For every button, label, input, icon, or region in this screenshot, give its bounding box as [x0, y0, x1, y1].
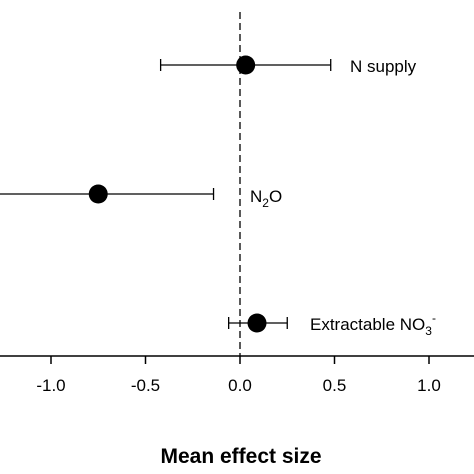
x-tick-label: -0.5: [131, 376, 160, 395]
x-axis-title: Mean effect size: [160, 445, 321, 468]
point-label: Extractable NO3-: [310, 311, 436, 338]
mean-point: [88, 184, 108, 204]
x-tick-label: -1.0: [36, 376, 65, 395]
plot-area: -1.0 -0.5 0.0 0.5 1.0 N supply N2O Extractable …: [0, 12, 474, 395]
point-label: N2O: [250, 187, 282, 210]
x-tick-label: 1.0: [417, 376, 441, 395]
point-label: N supply: [350, 57, 417, 76]
mean-point: [236, 55, 256, 75]
mean-point: [247, 313, 267, 333]
x-tick-label: 0.0: [228, 376, 252, 395]
x-tick-label: 0.5: [323, 376, 347, 395]
